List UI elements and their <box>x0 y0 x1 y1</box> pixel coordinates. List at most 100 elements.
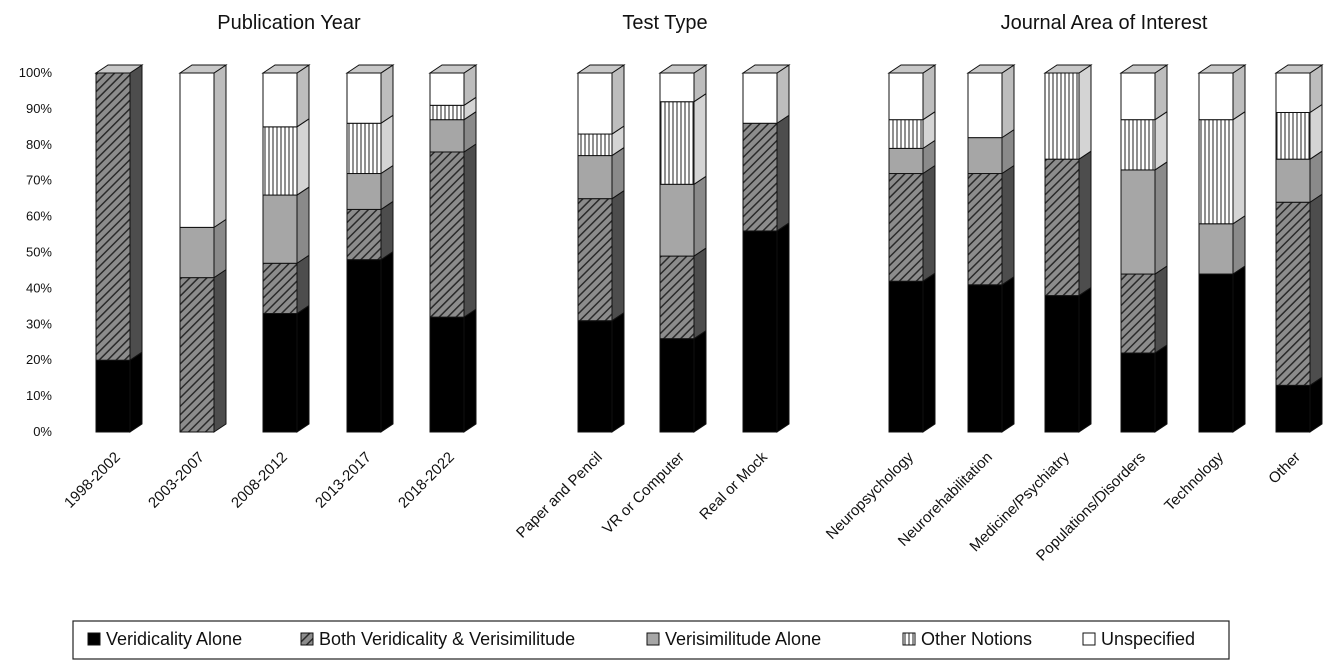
bar-segment-other-notions <box>659 101 695 185</box>
bar-segment-both-veridicality-verisimilitude <box>346 208 382 261</box>
bar-vr-or-computer <box>658 64 708 433</box>
category-labels: 1998-2002 2003-2007 2008-2012 2013-2017 2018… <box>61 448 1304 564</box>
bar-segment-verisimilitude-alone <box>179 226 215 279</box>
bar-top <box>576 64 626 74</box>
legend-label: Unspecified <box>1101 629 1195 649</box>
legend-label: Other Notions <box>921 629 1032 649</box>
bar-segment-side <box>776 114 790 232</box>
bar-other <box>1274 64 1324 433</box>
legend: Veridicality Alone Both Veridicality & Ve… <box>72 620 1230 660</box>
bar-top <box>178 64 228 74</box>
category-label-2013-2017: 2013-2017 <box>312 449 375 512</box>
bar-top <box>966 64 1016 74</box>
bar-segment-verisimilitude-alone <box>262 194 298 264</box>
y-axis: 0% 10% 20% 30% 40% 50% 60% 70% 80% 90% 100% <box>19 65 53 439</box>
bar-segment-other-notions <box>1044 72 1080 160</box>
bar-segment-side <box>1309 150 1323 204</box>
bar-segment-side <box>296 186 310 265</box>
bar-top <box>428 64 478 74</box>
bar-segment-both-veridicality-verisimilitude <box>179 277 215 433</box>
category-label-1998-2002: 1998-2002 <box>61 449 124 512</box>
bar-segment-veridicality-alone <box>659 338 695 433</box>
bar-segment-side <box>1154 64 1168 121</box>
bar-segment-side <box>1232 64 1246 121</box>
y-tick-label: 90% <box>26 101 52 116</box>
bar-segment-both-veridicality-verisimilitude <box>888 173 924 282</box>
bar-segment-side <box>1232 214 1246 275</box>
bar-segment-side <box>922 272 936 433</box>
bar-segment-side <box>1154 110 1168 171</box>
legend-swatch <box>300 632 314 646</box>
bar-segment-side <box>463 143 477 319</box>
bar-segment-side <box>922 164 936 283</box>
bar-segment-side <box>1001 64 1015 139</box>
y-tick-label: 20% <box>26 352 52 367</box>
bar-segment-unspecified <box>1275 72 1311 113</box>
bar-segment-unspecified <box>346 72 382 124</box>
bar-neuropsychology <box>887 64 937 433</box>
bar-segment-both-veridicality-verisimilitude <box>262 262 298 315</box>
bar-segment-both-veridicality-verisimilitude <box>577 198 613 322</box>
legend-item-unspecified: Unspecified <box>1082 629 1195 649</box>
legend-label: Both Veridicality & Verisimilitude <box>319 629 575 649</box>
bar-segment-veridicality-alone <box>1275 384 1311 433</box>
bar-segment-side <box>380 200 394 261</box>
bar-technology <box>1197 64 1247 433</box>
category-label-vr-or-computer: VR or Computer <box>599 449 688 538</box>
bar-segment-both-veridicality-verisimilitude <box>1044 158 1080 297</box>
bar-segment-side <box>776 64 790 125</box>
y-tick-label: 10% <box>26 388 52 403</box>
bar-segment-veridicality-alone <box>429 316 465 433</box>
legend-swatch <box>902 632 916 646</box>
bar-segment-side <box>693 247 707 340</box>
bar-segment-side <box>1154 160 1168 275</box>
bar-segment-other-notions <box>262 126 298 196</box>
bar-neurorehabilitation <box>966 64 1016 433</box>
bar-segment-side <box>380 114 394 175</box>
bar-segment-unspecified <box>1198 72 1234 121</box>
y-tick-label: 50% <box>26 245 52 260</box>
bar-segment-verisimilitude-alone <box>1120 169 1156 275</box>
bar-segment-side <box>213 268 227 433</box>
bar-real-or-mock <box>741 64 791 433</box>
bar-segment-other-notions <box>346 122 382 175</box>
bar-top <box>741 64 791 74</box>
bar-segment-veridicality-alone <box>1198 273 1234 433</box>
bar-medicine-psychiatry <box>1043 64 1093 433</box>
bar-segment-other-notions <box>577 133 613 157</box>
category-label-2008-2012: 2008-2012 <box>228 449 291 512</box>
bar-top <box>1043 64 1093 74</box>
bar-segment-side <box>129 351 143 433</box>
y-tick-label: 70% <box>26 173 52 188</box>
bar-segment-veridicality-alone <box>577 320 613 433</box>
bar-segment-side <box>611 64 625 135</box>
bar-segment-side <box>296 117 310 196</box>
bar-segment-side <box>213 64 227 229</box>
legend-label: Verisimilitude Alone <box>665 629 821 649</box>
panel-title-publication-year: Publication Year <box>217 12 361 34</box>
category-label-paper-and-pencil: Paper and Pencil <box>513 449 606 542</box>
panel-title-test-type: Test Type <box>622 12 707 34</box>
bar-paper-and-pencil <box>576 64 626 433</box>
bar-segment-side <box>1309 103 1323 161</box>
legend-item-verisimilitude-alone: Verisimilitude Alone <box>646 629 821 649</box>
bar-populations-disorders <box>1119 64 1169 433</box>
bar-segment-veridicality-alone <box>262 313 298 433</box>
bar-segment-other-notions <box>888 119 924 149</box>
bar-segment-both-veridicality-verisimilitude <box>1275 201 1311 386</box>
bar-top <box>887 64 937 74</box>
bar-segment-other-notions <box>429 104 465 121</box>
bar-segment-veridicality-alone <box>1120 352 1156 433</box>
bar-segment-verisimilitude-alone <box>1198 223 1234 275</box>
y-tick-label: 60% <box>26 209 52 224</box>
bar-segment-both-veridicality-verisimilitude <box>95 72 131 361</box>
bar-segment-side <box>129 64 143 362</box>
bar-segment-side <box>1232 265 1246 433</box>
legend-item-both-veridicality-verisimilitude: Both Veridicality & Verisimilitude <box>300 629 575 649</box>
bar-segment-unspecified <box>262 72 298 128</box>
bar-segment-side <box>693 329 707 433</box>
legend-item-other-notions: Other Notions <box>902 629 1032 649</box>
bar-segment-side <box>1078 286 1092 433</box>
bar-segment-both-veridicality-verisimilitude <box>429 151 465 318</box>
bar-1998-2002 <box>94 64 144 433</box>
